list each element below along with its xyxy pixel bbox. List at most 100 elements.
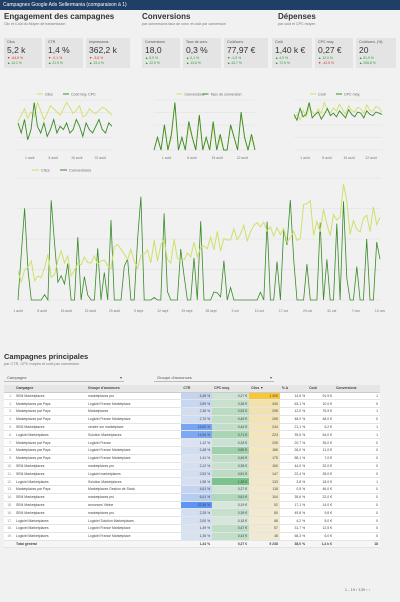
chevron-down-icon: ▾ [269,375,272,380]
kpi-card[interactable]: Coût/conv. 77,97 € ▼ -1,5 % ▲ 44,7 % [224,38,268,68]
table-row[interactable]: 10. SEM Marketplaces marketplaces pro 2,12 … [4,462,380,471]
table-cell: 2. [4,399,14,409]
table-cell: SEM Marketplaces [14,392,87,401]
table-cell: 1,28 € [212,477,250,487]
series-line [293,101,383,122]
table-cell: 4. [4,415,14,424]
x-tick-label: 1 août [13,309,22,313]
filter-campaign[interactable]: Campagne ▾ [4,373,124,382]
kpi-card[interactable]: CTR 1,4 % ▼ -0,1 % ▲ 21,9 % [45,38,83,68]
table-cell: 160 [249,462,280,471]
col-delta[interactable]: % Δ [279,385,308,393]
table-cell: 26,0 % [279,446,308,455]
col-cout[interactable]: Coût [307,385,334,393]
kpi-card[interactable]: Impressions 362,2 k ▼ -3,8 % ▲ 13,4 % [86,38,130,68]
table-cell: 0,47 € [212,524,250,533]
table-cell: 3. [4,407,14,416]
table-cell: vendre sur marketplace [86,423,182,432]
table-cell: 0,38 € [212,462,250,471]
x-tick-label: 8 août [49,156,58,160]
filter-adgroup[interactable]: Groupe d'annonces ▾ [154,373,274,382]
kpi-label: Conversions [145,40,165,44]
col-clics[interactable]: Clics ▼ [249,385,280,393]
table-subtitle: par CTR, CPC moyen et coût par conversio… [4,362,80,366]
table-row[interactable]: 17. Logiciel Marketplaces Logiciel Solutio… [4,516,380,526]
col-cpc[interactable]: CPC moy. [212,385,250,393]
kpi-label: CPC moy. [318,40,335,44]
kpi-card[interactable]: Coût/conv. (%) 20 ▲ 81,9 % ▲ 206,8 % [356,38,396,68]
table-cell: Marketplaces [86,407,182,416]
kpi-card[interactable]: Coût 1,40 k € ▲ 4,9 % ▲ 72,5 % [272,38,312,68]
table-cell: 0,39 € [212,508,250,518]
table-row[interactable]: 3. Marketplaces par Pays Marketplaces 2,38 … [4,407,380,416]
table-cell: 12,0 % [279,407,308,416]
kpi-card[interactable]: Clics 5,2 k ▼ -64,5 % ▲ 14,1 % [4,38,42,68]
engagement-chart[interactable]: Clics Coût moy. CPC 1 août 8 août 15 août 22 … [6,90,124,162]
table-cell: Logiciel France Marketplace [86,415,182,424]
kpi-card[interactable]: Conversions 18,0 ▲ 5,9 % ▲ 22,5 % [142,38,180,68]
table-row[interactable]: 5. SEM Marketplaces vendre sur marketplace… [4,423,380,432]
table-cell: 91,9 € [307,392,334,401]
table-row[interactable]: 18. Logiciel Marketplaces Logiciel France … [4,524,380,533]
table-row[interactable]: 9. Marketplaces par Pays Logiciel France M… [4,454,380,463]
kpi-delta: ▲ 206,8 % [359,61,376,65]
table-row[interactable]: 1. SEM Marketplaces marketplaces pro 4,48 %… [4,392,380,401]
table-row[interactable]: 14. SEM Marketplaces marketplaces pro 6,41 … [4,493,380,502]
col-conversions[interactable]: Conversions [333,385,380,393]
col-campaign[interactable]: Campagne [14,385,87,393]
table-cell: 32,0 € [307,462,334,471]
kpi-label: Coût/conv. (%) [359,40,383,44]
table-cell: 244 [249,423,280,432]
table-cell: 0 [333,469,380,479]
daily-trend-chart[interactable]: Clics Conversions 1 août 8 août 15 août 22 ao… [4,166,394,316]
table-row[interactable]: 13. Marketplaces par Pays Marketplaces Ges… [4,485,380,494]
legend-label: CPC moy. [344,93,360,97]
table-pager[interactable]: 1 - 19 / 139 ‹ › [344,587,370,592]
table-row[interactable]: 19. Logiciel Marketplaces Logiciel France … [4,532,380,541]
table-cell: 0 [333,438,380,448]
table-cell: 15. [4,501,14,510]
table-cell: 0 [333,532,380,541]
col-ctr[interactable]: CTR [181,385,213,393]
conversions-chart[interactable]: Conversions Taux de conversion 1 août 8 aoû… [142,90,267,162]
table-row[interactable]: 8. Marketplaces par Pays Logiciel France M… [4,446,380,455]
table-cell: SEM Marketplaces [14,423,87,432]
chevron-down-icon: ▾ [119,375,122,380]
kpi-card[interactable]: Taux de conv. 0,3 % ▲ 0,1 % ▲ 13,6 % [183,38,221,68]
table-cell: 92 [249,501,280,510]
table-cell: 0,19 € [212,501,250,510]
kpi-delta: ▲ 13,6 % [186,61,201,65]
x-tick-label: 8 août [187,156,196,160]
table-total-row[interactable]: Total général 1,44 % 0,27 €5 238 38,0 % 1,4 … [4,540,380,549]
table-cell: Logiciel France [86,438,182,448]
table-cell: 1 400 [249,392,280,401]
table-cell: 0,71 € [212,430,250,440]
table-cell: Logiciel Marketplaces [14,532,87,541]
table-row[interactable]: 6. Logiciel Marketplaces Solution Marketpl… [4,430,380,440]
table-row[interactable]: 7. Marketplaces par Pays Logiciel France 1,… [4,438,380,448]
table-cell: 0,46 € [212,454,250,463]
kpi-value: 1,4 % [48,45,70,55]
table-row[interactable]: 12. Logiciel Marketplaces Solution Marketp… [4,477,380,487]
table-cell: 1,12 % [181,438,213,448]
table-cell: 39,5 % [279,430,308,440]
kpi-card[interactable]: CPC moy. 0,27 € ▲ 12,0 % ▼ -42,5 % [315,38,353,68]
table-row[interactable]: 4. Marketplaces par Pays Logiciel France M… [4,415,380,424]
depenses-chart[interactable]: Coût CPC moy. 1 août 8 août 15 août 22 août [282,90,394,162]
table-cell: 14,54 % [181,430,213,440]
table-cell: 57 [249,524,280,533]
table-row[interactable]: 16. SEM Marketplaces marketplaces pro 2,28 … [4,508,380,518]
legend-label: Coût moy. CPC [71,93,96,97]
table-row[interactable]: 15. SEM Marketplaces annonces Vitrine 22,36… [4,501,380,510]
table-cell: Logiciel France Marketplace [86,532,182,541]
table-cell: Logiciel Solution Marketplaces [86,516,182,526]
table-row[interactable]: 11. SEM Marketplaces Logiciel marketplaces… [4,469,380,479]
kpi-delta: ▲ 22,5 % [145,61,160,65]
table-cell: 0,53 € [212,407,250,416]
table-row[interactable]: 2. Marketplaces par Pays Logiciel France M… [4,399,380,409]
kpi-delta: ▲ 44,7 % [227,61,242,65]
table-cell: 9,8 € [307,508,334,518]
col-index [4,385,14,393]
col-adgroup[interactable]: Groupe d'annonces [86,385,182,393]
table-cell: 2,12 % [181,462,213,471]
